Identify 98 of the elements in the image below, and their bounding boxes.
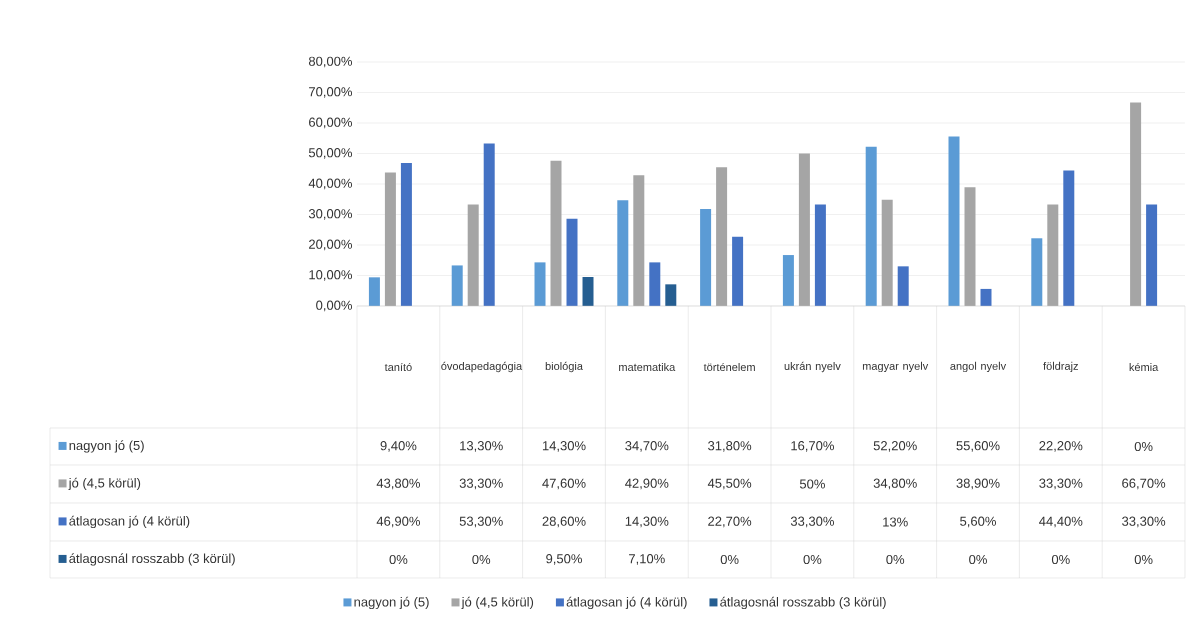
bar [649, 262, 661, 306]
bar [732, 236, 744, 306]
data-label: 47,60% [542, 478, 586, 490]
x-tick-label: magyar nyelv [862, 361, 929, 373]
data-label: 33,30% [459, 478, 503, 490]
legend-label: átlagosnál rosszabb (3 körül) [720, 596, 886, 610]
bar [881, 199, 893, 306]
data-label: 13% [883, 517, 908, 527]
bar [1047, 204, 1059, 306]
bar [400, 162, 412, 306]
bar [483, 143, 495, 306]
bar [897, 266, 909, 306]
bar [1130, 102, 1142, 306]
data-label: 22,20% [1039, 441, 1083, 452]
data-label: 38,90% [956, 478, 1000, 490]
data-label: 43,80% [376, 478, 420, 490]
bar [451, 265, 463, 306]
bar [948, 136, 960, 306]
data-label: 34,80% [873, 478, 917, 490]
x-tick-label: biológia [545, 361, 583, 373]
y-tick-label: 40,00% [308, 178, 353, 190]
bar [1063, 170, 1075, 306]
x-tick-label: kémia [1129, 362, 1159, 372]
bar [665, 284, 677, 306]
bar [582, 277, 594, 306]
data-label: 13,30% [460, 441, 503, 452]
bar [368, 277, 380, 306]
bar [467, 204, 479, 306]
y-tick-label: 60,00% [309, 117, 353, 129]
legend-label: nagyon jó (5) [69, 440, 144, 453]
data-label: 31,80% [708, 441, 752, 452]
bar [964, 187, 976, 306]
data-label: 0% [1134, 554, 1153, 565]
x-tick-label: földrajz [1043, 361, 1078, 373]
data-label: 28,60% [542, 516, 586, 528]
bar [716, 167, 728, 306]
data-label: 0% [803, 554, 822, 565]
x-tick-label: történelem [703, 362, 755, 372]
data-label: 0% [886, 554, 905, 565]
x-tick-label: tanító [384, 362, 412, 372]
text: jó (4,5 körül) [68, 477, 141, 491]
bar [814, 204, 826, 306]
data-label: 55,60% [956, 441, 1000, 452]
data-label: 34,70% [625, 441, 669, 452]
y-tick-label: 30,00% [308, 209, 353, 220]
data-label: 66,70% [1122, 478, 1166, 490]
legend-label: átlagosan jó (4 körül) [566, 596, 687, 610]
y-tick-label: 0,00% [316, 300, 353, 312]
data-label: 9,40% [380, 441, 417, 452]
y-tick-label: 70,00% [309, 87, 353, 98]
data-label: 0% [720, 554, 739, 565]
data-label: 33,30% [1122, 516, 1166, 528]
data-label: 44,40% [1039, 516, 1083, 528]
data-label: 45,50% [707, 478, 752, 490]
text: átlagosan jó (4 körül) [69, 515, 190, 529]
data-label: 7,10% [629, 554, 665, 565]
bar [534, 262, 546, 306]
data-label: 42,90% [625, 478, 669, 490]
data-label: 14,30% [542, 441, 586, 452]
data-label: 33,30% [790, 516, 834, 528]
data-label: 0% [472, 554, 491, 565]
data-label: 5,60% [960, 516, 996, 528]
x-tick-label: angol nyelv [950, 361, 1007, 373]
y-tick-label: 20,00% [309, 239, 353, 251]
x-tick-label: ukrán nyelv [784, 361, 841, 373]
data-label: 0% [969, 554, 987, 565]
bar [566, 218, 578, 306]
bar [384, 172, 396, 306]
x-tick-label: óvodapedagógia [441, 361, 523, 373]
data-label: 33,30% [1039, 478, 1083, 490]
bar [798, 153, 810, 306]
bar [617, 200, 629, 306]
y-tick-label: 80,00% [308, 56, 353, 68]
bar [1146, 204, 1158, 306]
bar [550, 160, 562, 306]
data-label: 0% [1134, 441, 1153, 452]
bar [865, 146, 877, 306]
data-label: 16,70% [791, 441, 834, 452]
data-label: 14,30% [625, 516, 669, 528]
y-tick-label: 50,00% [308, 148, 353, 159]
bar [633, 175, 645, 306]
data-label: 52,20% [873, 441, 917, 452]
bar [980, 288, 992, 306]
data-label: 0% [1051, 554, 1070, 565]
bar [700, 209, 712, 306]
x-tick-label: matematika [619, 362, 676, 372]
text: nagyon jó (5) [354, 596, 429, 610]
bar [782, 255, 794, 306]
data-label: 22,70% [708, 516, 752, 528]
legend-label: jó (4,5 körül) [461, 596, 534, 610]
text: átlagosnál rosszabb (3 körül) [69, 553, 235, 566]
data-label: 53,30% [459, 516, 503, 528]
bar [1031, 238, 1043, 306]
y-tick-label: 10,00% [309, 270, 353, 281]
data-label: 46,90% [376, 516, 420, 528]
data-label: 9,50% [546, 554, 582, 565]
data-label: 0% [389, 554, 408, 565]
data-label: 50% [799, 479, 825, 489]
